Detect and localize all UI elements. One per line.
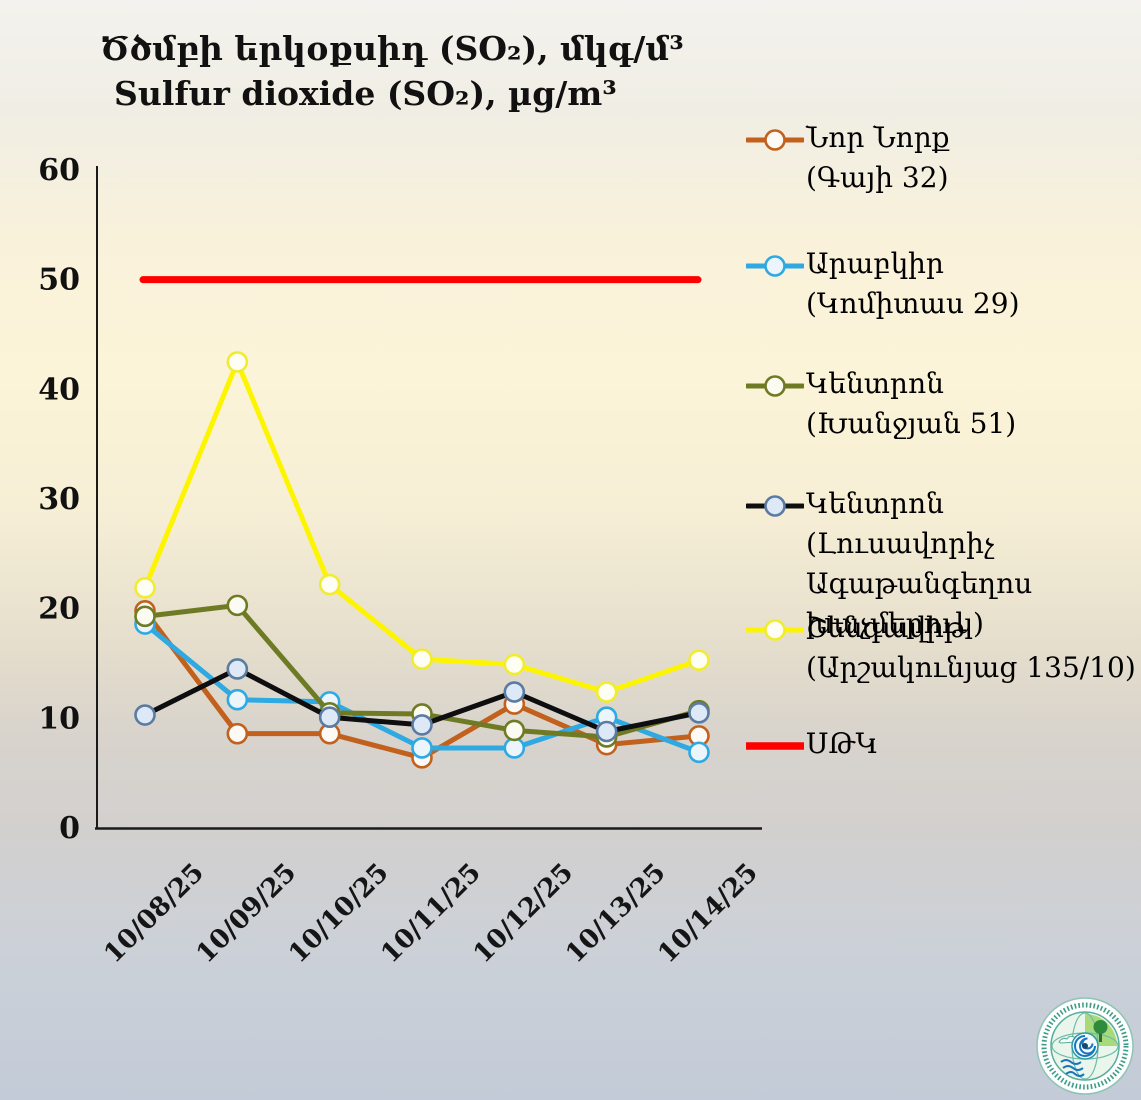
legend-line-marker-icon xyxy=(744,608,806,652)
data-point-marker xyxy=(134,577,156,599)
legend-item-label: Շենգավիթ (Արշակունյաց 135/10) xyxy=(806,611,1136,684)
chart-title-block: Ծծմբի երկօքսիդ (SO₂), մկգ/մ³ Sulfur diox… xyxy=(100,26,684,116)
legend-line-marker-icon xyxy=(744,118,806,162)
series-line xyxy=(142,359,702,695)
legend-threshold-line-icon xyxy=(743,724,807,768)
x-tick-label: 10/10/25 xyxy=(283,858,394,969)
data-point-marker xyxy=(134,605,156,628)
y-tick-label: 30 xyxy=(38,482,80,517)
legend-item: Արաբկիր (Կոմիտաս 29) xyxy=(744,244,1020,324)
data-point-marker xyxy=(226,688,249,711)
legend-item: Շենգավիթ (Արշակունյաց 135/10) xyxy=(744,608,1136,688)
x-tick-label: 10/09/25 xyxy=(191,858,302,969)
legend-item: ՍԹԿ xyxy=(743,724,878,768)
data-point-marker xyxy=(688,649,710,672)
legend-item-label: Արաբկիր (Կոմիտաս 29) xyxy=(806,247,1020,320)
data-point-marker xyxy=(318,706,341,729)
data-point-marker xyxy=(226,594,249,617)
data-point-marker xyxy=(503,719,526,742)
hydromet-logo xyxy=(1036,997,1134,1095)
data-point-marker xyxy=(226,351,249,373)
data-point-marker xyxy=(688,741,710,764)
legend-item: Կենտրոն (Խանջյան 51) xyxy=(744,364,1017,444)
data-point-marker xyxy=(503,737,526,759)
data-point-marker xyxy=(688,702,710,724)
chart-title-armenian: Ծծմբի երկօքսիդ (SO₂), մկգ/մ³ xyxy=(100,29,684,68)
legend-line-marker-icon xyxy=(744,484,806,528)
legend-item-label: ՍԹԿ xyxy=(806,727,878,760)
data-point-marker xyxy=(503,653,526,676)
data-point-marker xyxy=(411,737,433,759)
chart-title-english: Sulfur dioxide (SO₂), µg/m³ xyxy=(114,74,617,113)
y-tick-label: 10 xyxy=(38,701,80,736)
data-point-marker xyxy=(226,658,249,680)
data-point-marker xyxy=(503,681,526,703)
x-tick-label: 10/12/25 xyxy=(468,858,579,969)
data-point-marker xyxy=(595,720,618,743)
y-tick-label: 0 xyxy=(59,811,80,846)
data-point-marker xyxy=(318,573,341,596)
legend-item: Նոր Նորք (Գայի 32) xyxy=(744,118,950,198)
x-tick-label: 10/13/25 xyxy=(560,858,671,969)
legend-item-label: Կենտրոն (Խանջյան 51) xyxy=(806,367,1017,440)
y-tick-label: 60 xyxy=(38,153,80,188)
legend-item: Կենտրոն (Լուսավորիչ Ագաթանգեղոս խաչմերուկ) xyxy=(744,484,1138,644)
y-tick-label: 50 xyxy=(38,263,80,298)
x-tick-label: 10/08/25 xyxy=(99,858,210,969)
legend-item-label: Կենտրոն (Լուսավորիչ Ագաթանգեղոս խաչմերուկ) xyxy=(806,487,1033,640)
legend-item-label: Նոր Նորք (Գայի 32) xyxy=(806,121,950,194)
logo-waves-icon xyxy=(1060,1059,1082,1065)
logo-text-ring xyxy=(1041,1002,1129,1090)
data-point-marker xyxy=(595,681,618,703)
y-tick-label: 40 xyxy=(38,372,80,407)
x-tick-label: 10/11/25 xyxy=(376,858,487,969)
y-tick-label: 20 xyxy=(38,592,80,627)
legend-line-marker-icon xyxy=(744,244,806,288)
chart-legend: Նոր Նորք (Գայի 32) Արաբկիր (Կոմիտաս 29) Կենտ… xyxy=(743,0,1138,1100)
data-point-marker xyxy=(411,648,433,670)
logo-tree-icon xyxy=(1093,1020,1108,1034)
data-point-marker xyxy=(134,704,156,726)
data-point-marker xyxy=(226,722,249,745)
data-point-marker xyxy=(411,714,433,736)
legend-line-marker-icon xyxy=(744,364,806,408)
